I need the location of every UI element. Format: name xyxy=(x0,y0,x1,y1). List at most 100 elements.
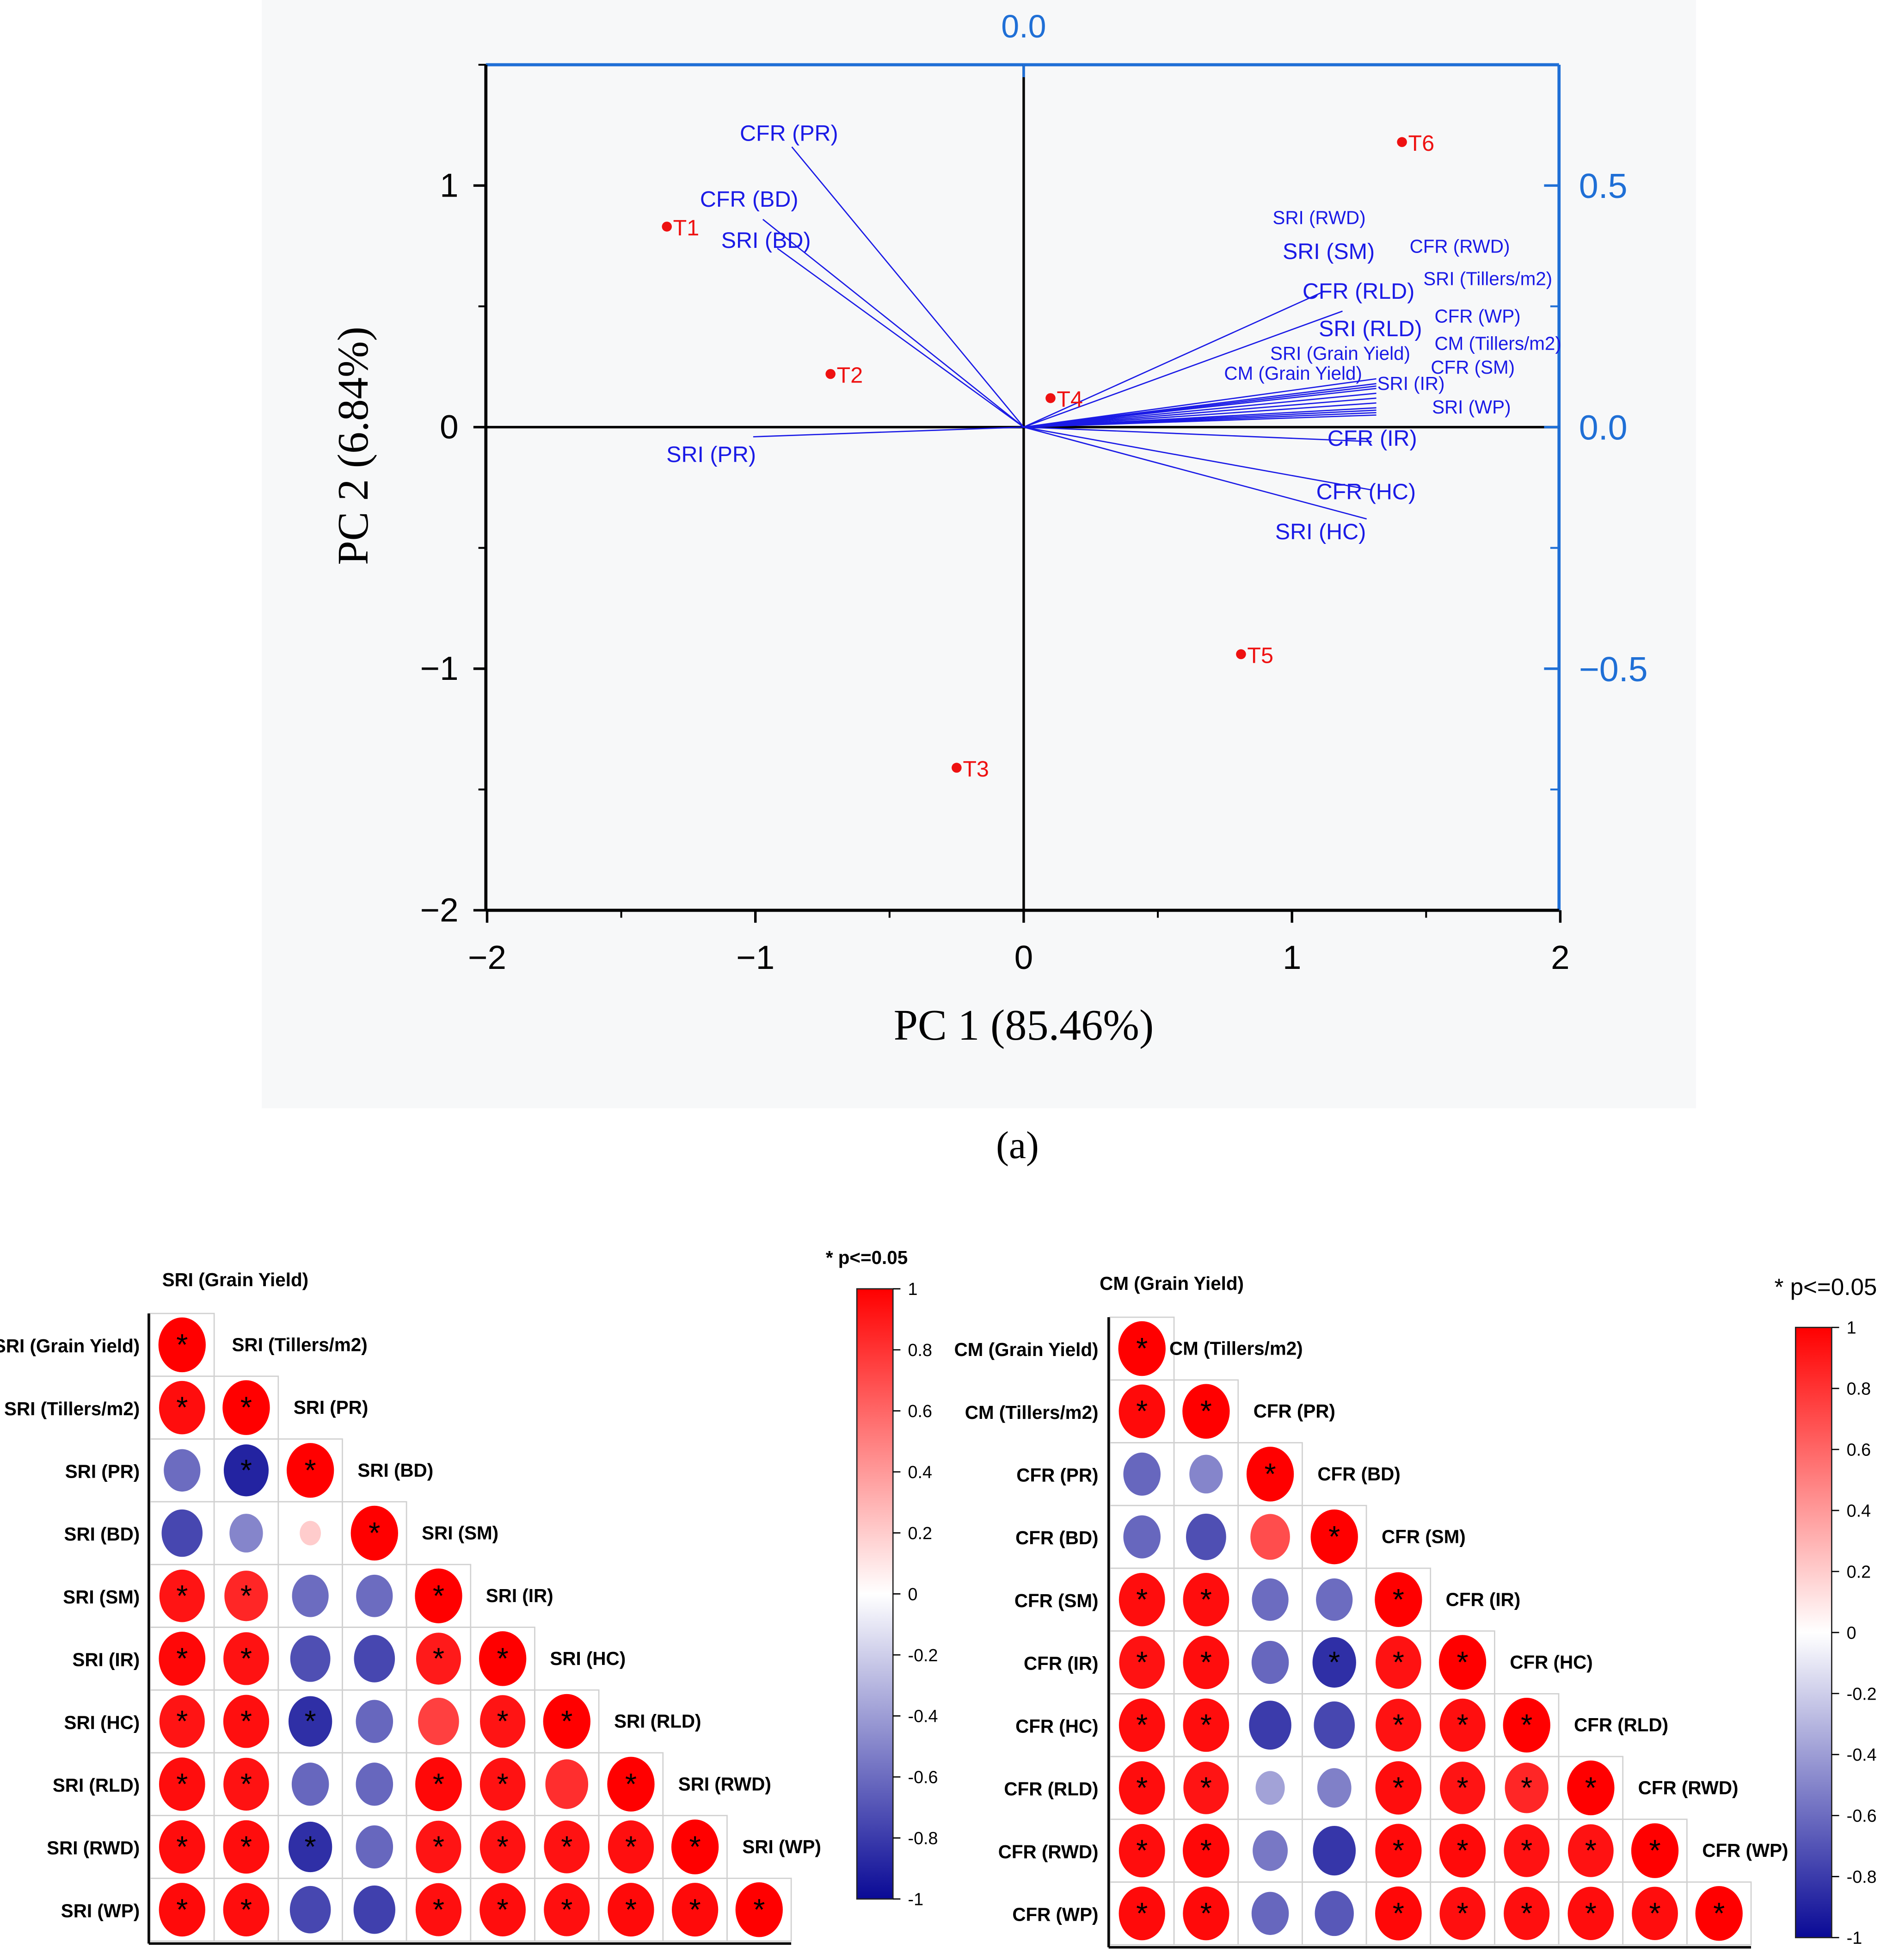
correlation-ellipse xyxy=(544,1883,590,1936)
row-label: SRI (RLD) xyxy=(53,1775,140,1796)
row-label: CFR (BD) xyxy=(1015,1527,1098,1548)
correlation-ellipse xyxy=(1313,1825,1356,1876)
significance-star: * xyxy=(1585,1771,1597,1804)
score-point xyxy=(1236,649,1246,659)
row-label: CFR (HC) xyxy=(1015,1715,1098,1737)
significance-star: * xyxy=(1136,1583,1148,1616)
correlation-ellipse xyxy=(1250,1514,1290,1560)
correlation-ellipse xyxy=(161,1509,203,1557)
x-tick-label: 2 xyxy=(1551,939,1569,976)
loading-label: CFR (IR) xyxy=(1328,426,1417,451)
correlation-ellipse xyxy=(356,1700,393,1743)
significance-star: * xyxy=(433,1767,444,1800)
correlation-ellipse xyxy=(1632,1886,1678,1941)
loading-label: CFR (HC) xyxy=(1316,480,1416,505)
column-label: CFR (RWD) xyxy=(1638,1777,1739,1798)
significance-star: * xyxy=(1136,1834,1148,1867)
correlation-ellipse xyxy=(608,1883,654,1937)
correlation-ellipse xyxy=(1183,1886,1229,1941)
correlation-ellipse xyxy=(1375,1761,1422,1815)
colorbar-tick-label: -1 xyxy=(1847,1928,1862,1948)
loading-label: SRI (Tillers/m2) xyxy=(1423,268,1552,290)
correlation-ellipse xyxy=(1312,1637,1356,1688)
significance-star: * xyxy=(305,1454,316,1487)
significance-star: * xyxy=(1200,1771,1212,1804)
colorbar-tick-label: 0.6 xyxy=(1847,1440,1871,1460)
correlation-ellipse xyxy=(415,1883,462,1936)
correlation-ellipse xyxy=(159,1883,205,1937)
significance-star: * xyxy=(240,1705,252,1738)
row-label: CM (Grain Yield) xyxy=(954,1339,1099,1360)
loading-vector xyxy=(1023,426,1367,520)
right-axis-tick-label: 0.5 xyxy=(1579,166,1628,205)
correlation-ellipse xyxy=(479,1820,526,1874)
x-tick-label: 0 xyxy=(1014,939,1033,976)
colorbar-tick-label: -0.4 xyxy=(908,1707,938,1726)
loading-label: SRI (IR) xyxy=(1377,373,1445,394)
correlation-ellipse xyxy=(1504,1824,1550,1877)
colorbar-tick-label: -0.8 xyxy=(908,1829,938,1848)
correlation-ellipse xyxy=(1119,1886,1165,1941)
significance-star: * xyxy=(240,1893,252,1926)
significance-star: * xyxy=(753,1893,765,1926)
significance-star: * xyxy=(176,1830,188,1863)
correlation-ellipse xyxy=(1255,1771,1285,1805)
significance-star: * xyxy=(1457,1708,1468,1742)
correlation-ellipse xyxy=(1567,1886,1614,1941)
correlation-ellipse xyxy=(1119,1573,1165,1627)
significance-star: * xyxy=(1457,1646,1468,1679)
correlation-ellipse xyxy=(1119,1824,1165,1878)
column-label: CFR (IR) xyxy=(1446,1589,1520,1610)
significance-star: * xyxy=(240,1767,252,1800)
row-label: SRI (IR) xyxy=(72,1649,140,1670)
score-point xyxy=(1045,393,1056,403)
column-label: SRI (RLD) xyxy=(614,1711,701,1732)
significance-star: * xyxy=(240,1642,252,1675)
significance-star: * xyxy=(240,1579,252,1612)
correlation-ellipse xyxy=(1183,1635,1229,1689)
significance-star: * xyxy=(433,1830,444,1863)
significance-star: * xyxy=(1521,1834,1532,1867)
significance-star: * xyxy=(497,1705,509,1738)
top-axis-tick-label: 0.0 xyxy=(1001,8,1046,44)
column-label: SRI (IR) xyxy=(486,1585,553,1606)
correlation-ellipse xyxy=(286,1443,334,1498)
colorbar-tick-label: 0.2 xyxy=(908,1523,932,1543)
loading-label: CFR (SM) xyxy=(1431,357,1515,378)
correlation-ellipse xyxy=(480,1695,526,1748)
correlation-ellipse xyxy=(356,1763,393,1806)
correlation-ellipse xyxy=(1253,1830,1288,1871)
row-label: SRI (SM) xyxy=(63,1586,140,1608)
significance-star: * xyxy=(561,1893,572,1926)
significance-legend: * p<=0.05 xyxy=(826,1247,908,1268)
significance-star: * xyxy=(1136,1708,1148,1742)
correlation-ellipse xyxy=(223,1883,270,1936)
correlation-ellipse xyxy=(1439,1698,1486,1752)
loading-label: CFR (PR) xyxy=(740,121,838,146)
correlation-ellipse xyxy=(288,1821,332,1873)
significance-star: * xyxy=(1393,1646,1404,1679)
significance-star: * xyxy=(1393,1583,1404,1616)
correlation-ellipse xyxy=(1314,1701,1355,1749)
correlation-ellipse xyxy=(1119,1761,1165,1815)
correlation-ellipse xyxy=(158,1317,206,1373)
column-label: SRI (SM) xyxy=(422,1522,498,1543)
correlation-ellipse xyxy=(608,1820,654,1874)
right-axis-tick-label: 0.0 xyxy=(1579,408,1628,447)
significance-star: * xyxy=(1136,1332,1148,1365)
correlation-ellipse xyxy=(1119,1698,1165,1752)
significance-star: * xyxy=(305,1705,316,1738)
correlation-ellipse xyxy=(545,1759,589,1809)
correlation-ellipse xyxy=(671,1819,719,1874)
correlation-ellipse xyxy=(1251,1640,1289,1684)
loading-label: SRI (SM) xyxy=(1283,239,1375,264)
significance-star: * xyxy=(433,1893,444,1926)
row-label: SRI (RWD) xyxy=(47,1837,140,1859)
sri-correlation-matrix: * * * * * * * * * * * * * * * * * * * * * * * * * * * * * * * * * * * * * * * S… xyxy=(0,1247,938,1945)
correlation-ellipse xyxy=(1439,1824,1486,1878)
x-tick-label: −1 xyxy=(736,939,774,976)
correlation-ellipse xyxy=(671,1883,719,1937)
correlation-ellipse xyxy=(1375,1824,1422,1878)
